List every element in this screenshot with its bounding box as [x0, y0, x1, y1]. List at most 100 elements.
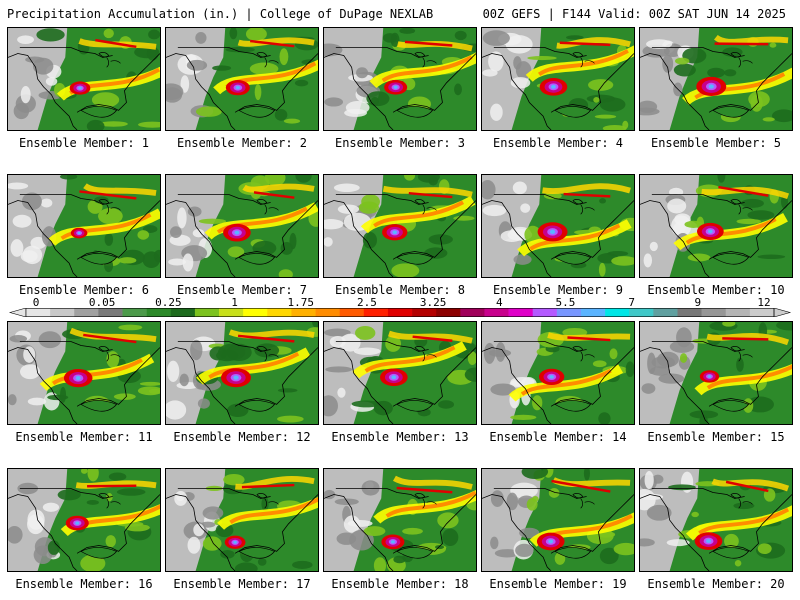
ensemble-member-map — [165, 27, 319, 131]
ensemble-member-label: Ensemble Member: 8 — [334, 283, 466, 297]
colorbar-swatch — [243, 308, 268, 317]
ensemble-member-label: Ensemble Member: 9 — [492, 283, 624, 297]
precipitation-colorbar: 0 0.05 0.25 1 1.75 2.5 3.25 4 5.5 7 9 12 — [0, 297, 800, 317]
ensemble-member-map — [639, 468, 793, 572]
precipitation-field — [8, 28, 160, 130]
colorbar-swatch — [194, 308, 220, 317]
colorbar-tick-label: 7 — [628, 296, 635, 309]
map-title: Precipitation Accumulation (in.) | Colle… — [7, 7, 434, 21]
colorbar-swatch — [460, 308, 485, 317]
ensemble-member-map — [7, 174, 161, 278]
ensemble-member-label: Ensemble Member: 12 — [173, 430, 311, 444]
colorbar-swatch — [74, 308, 99, 317]
ensemble-member-label: Ensemble Member: 3 — [334, 136, 466, 150]
precipitation-field — [640, 28, 792, 130]
ensemble-member-map — [165, 174, 319, 278]
colorbar-swatch — [339, 308, 365, 317]
ensemble-member-label: Ensemble Member: 6 — [18, 283, 150, 297]
colorbar-swatch — [387, 308, 413, 317]
ensemble-member-map — [481, 468, 635, 572]
ensemble-member-map — [165, 321, 319, 425]
ensemble-member-map — [7, 468, 161, 572]
precipitation-field — [324, 322, 476, 424]
colorbar-tick-label: 3.25 — [419, 296, 447, 309]
colorbar-max-arrow — [773, 308, 792, 317]
colorbar-swatch — [484, 308, 509, 317]
ensemble-member-map — [639, 321, 793, 425]
ensemble-member-map — [323, 468, 477, 572]
colorbar-swatch — [580, 308, 606, 317]
ensemble-member-map — [481, 174, 635, 278]
precipitation-field — [166, 28, 318, 130]
colorbar-swatch — [725, 308, 751, 317]
ensemble-member-map — [323, 321, 477, 425]
precipitation-field — [324, 28, 476, 130]
ensemble-member-map — [323, 27, 477, 131]
ensemble-member-map — [639, 174, 793, 278]
precipitation-field — [8, 175, 160, 277]
precipitation-field — [640, 175, 792, 277]
colorbar-swatch — [749, 308, 775, 317]
colorbar-swatch — [267, 308, 292, 317]
colorbar-swatch — [677, 308, 702, 317]
colorbar-swatch — [98, 308, 123, 317]
precipitation-field — [166, 469, 318, 571]
colorbar-swatch — [701, 308, 727, 317]
colorbar-tick-label: 5.5 — [555, 296, 576, 309]
ensemble-member-label: Ensemble Member: 18 — [331, 577, 469, 591]
ensemble-member-label: Ensemble Member: 15 — [647, 430, 785, 444]
colorbar-swatch — [146, 308, 172, 317]
precipitation-field — [482, 322, 634, 424]
colorbar-swatch — [291, 308, 316, 317]
ensemble-member-label: Ensemble Member: 2 — [176, 136, 308, 150]
colorbar-swatch — [556, 308, 582, 317]
colorbar-swatch — [122, 308, 147, 317]
ensemble-member-label: Ensemble Member: 4 — [492, 136, 624, 150]
ensemble-member-label: Ensemble Member: 17 — [173, 577, 311, 591]
colorbar-tick-label: 2.5 — [356, 296, 377, 309]
colorbar-tick-label: 1.75 — [287, 296, 314, 309]
colorbar-tick-label: 9 — [694, 296, 702, 309]
colorbar-swatch — [170, 308, 196, 317]
ensemble-member-map — [481, 27, 635, 131]
model-run-info: 00Z GEFS | F144 Valid: 00Z SAT JUN 14 20… — [482, 7, 786, 21]
ensemble-member-label: Ensemble Member: 19 — [489, 577, 627, 591]
precipitation-field — [324, 175, 476, 277]
precipitation-field — [8, 322, 160, 424]
colorbar-tick-label: 0 — [32, 296, 40, 309]
ensemble-member-map — [639, 27, 793, 131]
ensemble-member-map — [7, 321, 161, 425]
ensemble-member-label: Ensemble Member: 20 — [647, 577, 785, 591]
colorbar-tick-label: 0.25 — [155, 296, 182, 309]
colorbar-min-arrow — [8, 308, 27, 317]
precipitation-field — [640, 322, 792, 424]
precipitation-field — [482, 469, 634, 571]
colorbar-tick-label: 0.05 — [88, 296, 116, 309]
ensemble-member-map — [7, 27, 161, 131]
precipitation-field — [482, 175, 634, 277]
ensemble-member-label: Ensemble Member: 1 — [18, 136, 150, 150]
ensemble-member-label: Ensemble Member: 5 — [650, 136, 782, 150]
colorbar-swatch — [219, 308, 244, 317]
ensemble-member-label: Ensemble Member: 16 — [15, 577, 153, 591]
colorbar-tick-label: 4 — [495, 296, 503, 309]
colorbar-swatch — [532, 308, 558, 317]
colorbar-tick-labels: 0 0.05 0.25 1 1.75 2.5 3.25 4 5.5 7 9 12 — [0, 297, 800, 309]
ensemble-member-label: Ensemble Member: 10 — [647, 283, 785, 297]
colorbar-swatch — [363, 308, 389, 317]
precipitation-field — [8, 469, 160, 571]
precipitation-field — [640, 469, 792, 571]
colorbar-tick-label: 12 — [757, 296, 771, 309]
ensemble-member-map — [323, 174, 477, 278]
colorbar-swatch — [605, 308, 630, 317]
precipitation-field — [324, 469, 476, 571]
colorbar-swatch — [436, 308, 461, 317]
ensemble-member-label: Ensemble Member: 14 — [489, 430, 627, 444]
ensemble-member-map — [481, 321, 635, 425]
colorbar-tick-label: 1 — [231, 296, 238, 309]
ensemble-member-label: Ensemble Member: 13 — [331, 430, 469, 444]
ensemble-member-label: Ensemble Member: 7 — [176, 283, 308, 297]
precipitation-field — [166, 175, 318, 277]
colorbar-swatch — [50, 308, 75, 317]
colorbar-swatch — [653, 308, 678, 317]
